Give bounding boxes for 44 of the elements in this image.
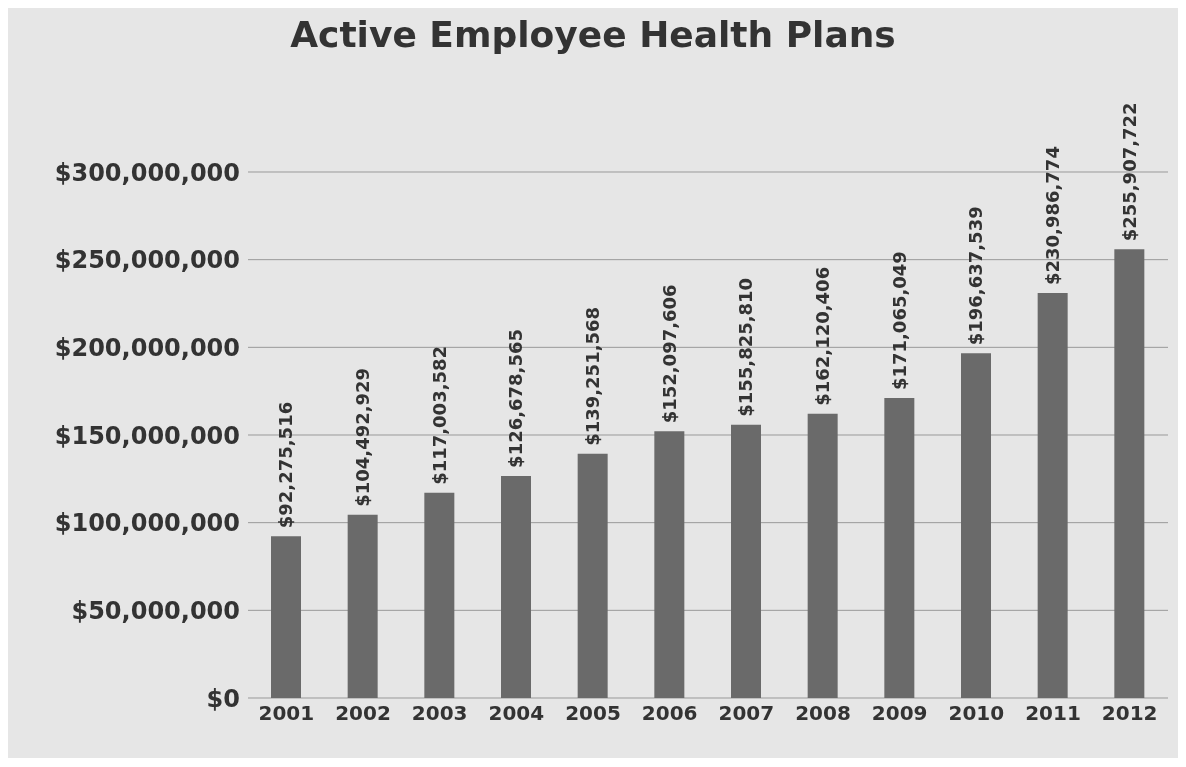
bar	[577, 453, 608, 698]
x-tick-label: 2007	[718, 701, 775, 726]
data-label: $155,825,810	[735, 277, 757, 417]
bar	[501, 475, 531, 698]
x-tick-label: 2001	[258, 701, 315, 726]
data-label: $230,986,774	[1042, 146, 1064, 285]
bar	[731, 424, 761, 698]
y-tick-label: $150,000,000	[54, 421, 240, 450]
bar	[807, 413, 838, 698]
x-tick-label: 2009	[871, 701, 928, 726]
x-tick-label: 2008	[795, 701, 851, 726]
y-tick-label: $100,000,000	[54, 509, 240, 538]
data-label: $152,097,606	[658, 284, 680, 424]
bar	[884, 398, 915, 698]
data-label: $92,275,516	[275, 401, 297, 529]
data-label: $255,907,722	[1118, 102, 1140, 242]
data-label: $162,120,406	[812, 266, 834, 406]
y-tick-label: $200,000,000	[54, 333, 240, 362]
data-label: $171,065,049	[888, 251, 910, 391]
bar	[1114, 249, 1145, 698]
y-tick-label: $250,000,000	[54, 246, 240, 275]
x-tick-label: 2010	[948, 701, 1005, 726]
bar	[1037, 293, 1068, 698]
bar	[961, 353, 991, 698]
y-tick-label: $300,000,000	[54, 158, 240, 187]
bar	[347, 514, 378, 698]
bar	[424, 492, 455, 698]
x-tick-label: 2012	[1101, 701, 1158, 726]
chart-title: Active Employee Health Plans	[289, 13, 897, 57]
x-tick-label: 2011	[1025, 701, 1081, 726]
x-tick-label: 2003	[411, 701, 468, 726]
data-label: $104,492,929	[352, 367, 374, 507]
y-tick-label: $50,000,000	[71, 596, 240, 625]
data-label: $139,251,568	[582, 306, 604, 446]
data-label: $117,003,582	[428, 345, 450, 485]
x-tick-label: 2002	[335, 701, 391, 726]
x-tick-label: 2005	[565, 701, 621, 726]
x-tick-label: 2004	[488, 701, 545, 726]
y-tick-label: $0	[206, 684, 240, 713]
x-tick-label: 2006	[641, 701, 698, 726]
bar	[654, 431, 685, 698]
data-label: $126,678,565	[505, 328, 527, 468]
data-label: $196,637,539	[965, 206, 987, 346]
bar	[271, 536, 301, 698]
